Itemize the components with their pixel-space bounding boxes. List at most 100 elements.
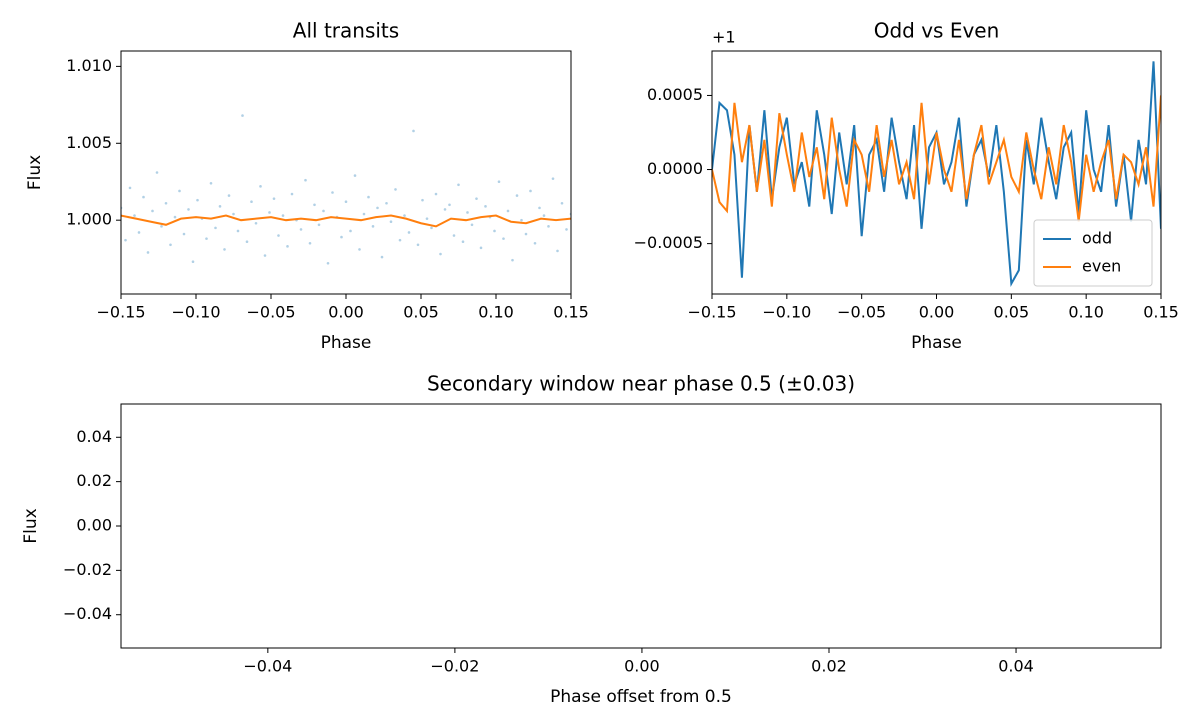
subplot: −0.15 −0.10 −0.05 0.00 0.05 0.10 0.15 −0.0005 0.… xyxy=(634,19,1179,354)
y-tick-label: 0.0000 xyxy=(647,159,703,178)
offset-text: +1 xyxy=(712,28,736,47)
scatter-point xyxy=(380,255,384,259)
x-axis-label: Phase xyxy=(911,333,962,353)
scatter-point xyxy=(344,200,348,204)
scatter-point xyxy=(263,254,267,257)
scatter-point xyxy=(430,226,433,230)
scatter-point xyxy=(142,195,145,199)
scatter-point xyxy=(443,208,447,211)
subplot: −0.15 −0.10 −0.05 0.00 0.05 0.10 0.15 1.000 1.00… xyxy=(25,19,589,354)
x-tick-label: 0.15 xyxy=(1143,303,1179,322)
x-tick-label: −0.10 xyxy=(171,303,220,322)
scatter-point xyxy=(452,234,456,237)
scatter-point xyxy=(475,197,478,200)
scatter-point xyxy=(538,206,541,210)
scatter-point xyxy=(272,197,276,200)
series-line xyxy=(712,95,1161,222)
scatter-point xyxy=(466,211,469,214)
scatter-point xyxy=(250,200,253,204)
y-axis-label: Flux xyxy=(25,155,45,190)
scatter-point xyxy=(412,129,415,133)
legend-box xyxy=(1033,219,1153,287)
scatter-point xyxy=(362,212,366,216)
subplot: −0.04 −0.02 0.00 0.02 0.04 −0.04 −0.02 0.00 0.02… xyxy=(21,372,1162,707)
scatter-point xyxy=(227,194,231,197)
scatter-point xyxy=(515,194,519,197)
scatter-point xyxy=(137,231,141,234)
scatter-point xyxy=(403,214,406,217)
scatter-point xyxy=(187,208,190,211)
scatter-point xyxy=(241,114,244,117)
scatter-point xyxy=(376,206,379,210)
scatter-point xyxy=(461,240,465,244)
x-tick-label: 0.00 xyxy=(328,303,364,322)
scatter-point xyxy=(565,228,568,231)
scatter-point xyxy=(470,223,474,227)
scatter-point xyxy=(218,205,222,208)
scatter-point xyxy=(547,225,550,228)
scatter-point xyxy=(439,252,442,256)
x-tick-label: 0.00 xyxy=(919,303,955,322)
scatter-point xyxy=(146,251,150,254)
x-tick-label: 0.00 xyxy=(624,657,660,676)
scatter-point xyxy=(155,171,159,174)
y-tick-label: −0.02 xyxy=(63,560,112,579)
y-tick-label: 0.0005 xyxy=(647,85,703,104)
scatter-point xyxy=(371,225,375,228)
scatter-point xyxy=(236,229,240,233)
x-tick-label: 0.10 xyxy=(478,303,514,322)
scatter-point xyxy=(317,223,321,227)
scatter-point xyxy=(551,177,555,180)
scatter-point xyxy=(232,212,235,216)
axes-frame xyxy=(711,50,1162,295)
y-axis-label: Flux xyxy=(21,508,41,543)
scatter-point xyxy=(259,185,262,188)
x-tick-label: −0.05 xyxy=(837,303,886,322)
scatter-point xyxy=(448,203,451,207)
legend: odd even xyxy=(1033,219,1153,287)
scatter-point xyxy=(277,234,280,237)
y-tick-label: 1.000 xyxy=(66,210,112,229)
scatter-point xyxy=(245,240,249,244)
scatter-point xyxy=(133,214,136,217)
scatter-point xyxy=(353,174,357,177)
scatter-point xyxy=(479,246,483,250)
scatter-point xyxy=(169,243,172,247)
scatter-point xyxy=(286,245,289,248)
scatter-point xyxy=(511,258,514,262)
x-tick-label: −0.02 xyxy=(430,657,479,676)
scatter-point xyxy=(299,228,303,231)
scatter-point xyxy=(304,178,307,182)
scatter-point xyxy=(178,189,181,193)
y-tick-label: 0.02 xyxy=(76,471,112,490)
y-tick-label: 0.00 xyxy=(76,516,112,535)
axes-frame xyxy=(120,403,1162,649)
scatter-point xyxy=(209,181,213,185)
scatter-point xyxy=(520,218,523,222)
plot-area xyxy=(121,114,571,265)
scatter-point xyxy=(398,238,402,242)
scatter-point xyxy=(502,237,505,240)
scatter-point xyxy=(308,241,312,245)
legend-label: odd xyxy=(1082,229,1112,248)
x-axis-label: Phase offset from 0.5 xyxy=(550,687,732,707)
x-tick-label: −0.15 xyxy=(96,303,145,322)
scatter-point xyxy=(425,217,429,220)
scatter-point xyxy=(214,226,217,230)
scatter-point xyxy=(151,209,154,213)
x-tick-label: 0.02 xyxy=(811,657,847,676)
scatter-point xyxy=(493,229,496,233)
scatter-point xyxy=(497,180,501,184)
scatter-point xyxy=(389,220,393,224)
y-tick-label: 1.005 xyxy=(66,133,112,152)
scatter-point xyxy=(434,192,438,196)
x-axis-label: Phase xyxy=(321,333,372,353)
scatter-point xyxy=(313,203,316,207)
y-tick-label: 1.010 xyxy=(66,56,112,75)
scatter-point xyxy=(358,248,361,251)
y-tick-label: 0.04 xyxy=(76,427,112,446)
scatter-point xyxy=(173,215,177,219)
x-tick-label: 0.05 xyxy=(994,303,1030,322)
scatter-point xyxy=(205,237,208,240)
x-tick-label: 0.05 xyxy=(403,303,439,322)
